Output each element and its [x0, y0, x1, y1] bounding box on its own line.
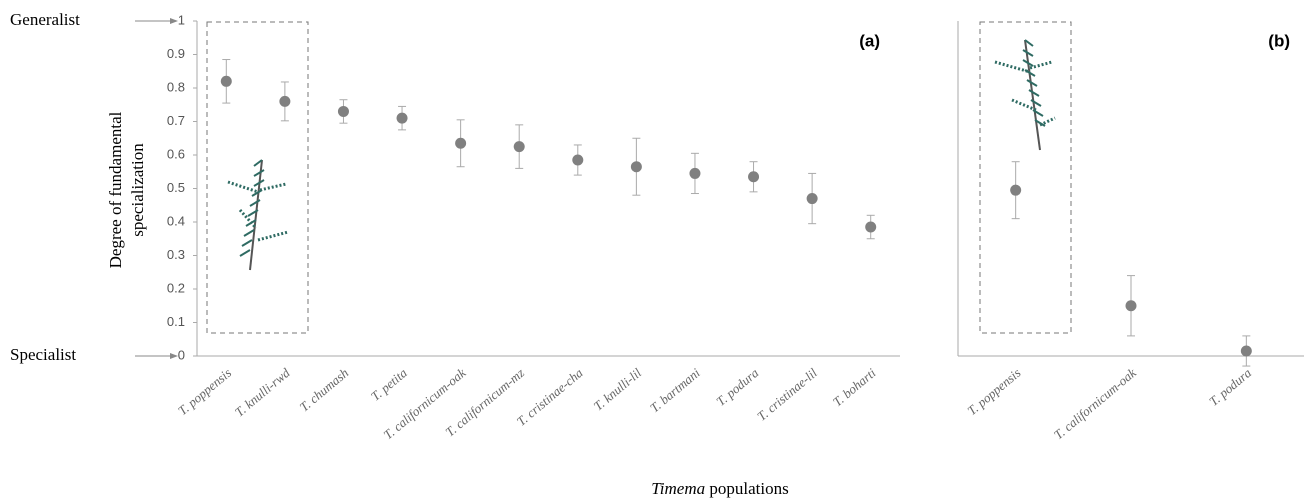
- y-tick-label: 0.4: [167, 213, 185, 228]
- y-axis-title: Degree of fundamental specialization: [106, 111, 147, 268]
- x-axis-title: Timema populations: [651, 479, 788, 498]
- point: [572, 154, 584, 166]
- annotation: Specialist: [10, 345, 76, 364]
- plant-illustration: [227, 39, 1056, 271]
- point: [748, 171, 760, 183]
- x-tick-label: T. petita: [368, 365, 410, 404]
- x-tick-label: T. poppensis: [964, 365, 1023, 418]
- y-tick-label: 0.5: [167, 180, 185, 195]
- y-tick-label: 0.8: [167, 79, 185, 94]
- panel-label: (a): [859, 31, 880, 50]
- point: [279, 95, 291, 107]
- y-tick-label: 1: [178, 12, 185, 27]
- point: [806, 193, 818, 205]
- y-tick-label: 0.6: [167, 146, 185, 161]
- point: [455, 137, 467, 149]
- point: [630, 161, 642, 173]
- x-tick-label: T. californicum-oak: [1051, 365, 1139, 442]
- y-axis-title-line: specialization: [128, 143, 147, 237]
- x-tick-label: T. podura: [1206, 365, 1255, 409]
- point: [865, 221, 877, 233]
- point: [513, 141, 525, 153]
- y-axis-title-line: Degree of fundamental: [106, 111, 125, 268]
- y-tick-label: 0.7: [167, 113, 185, 128]
- y-tick-label: 0.9: [167, 46, 185, 61]
- x-tick-label: T. knulli-rwd: [232, 365, 293, 420]
- point: [1125, 300, 1137, 312]
- x-tick-label: T. podura: [713, 365, 762, 409]
- point: [1240, 345, 1252, 357]
- point: [220, 75, 232, 87]
- highlight-box: [206, 21, 1072, 334]
- annotation-arrowhead: [170, 353, 178, 359]
- x-tick-label: T. bartmani: [647, 365, 703, 416]
- y-tick-label: 0.3: [167, 247, 185, 262]
- x-tick-label: T. chumash: [296, 365, 351, 414]
- y-tick-label: 0.1: [167, 314, 185, 329]
- panel-label: (b): [1268, 31, 1290, 50]
- y-tick-label: 0.2: [167, 280, 185, 295]
- x-tick-label: T. poppensis: [175, 365, 234, 418]
- x-tick-label: T. knulli-lil: [590, 365, 644, 414]
- point: [396, 112, 408, 124]
- annotation-arrowhead: [170, 18, 178, 24]
- x-axis-title-species: Timema: [651, 479, 705, 498]
- point: [337, 105, 349, 117]
- x-tick-label: T. boharti: [830, 365, 879, 410]
- annotation: Generalist: [10, 10, 80, 29]
- y-tick-label: 0: [178, 347, 185, 362]
- x-axis-title-rest: populations: [709, 479, 788, 498]
- point: [689, 167, 701, 179]
- point: [1010, 184, 1022, 196]
- x-tick-label: T. cristinae-lil: [754, 365, 820, 424]
